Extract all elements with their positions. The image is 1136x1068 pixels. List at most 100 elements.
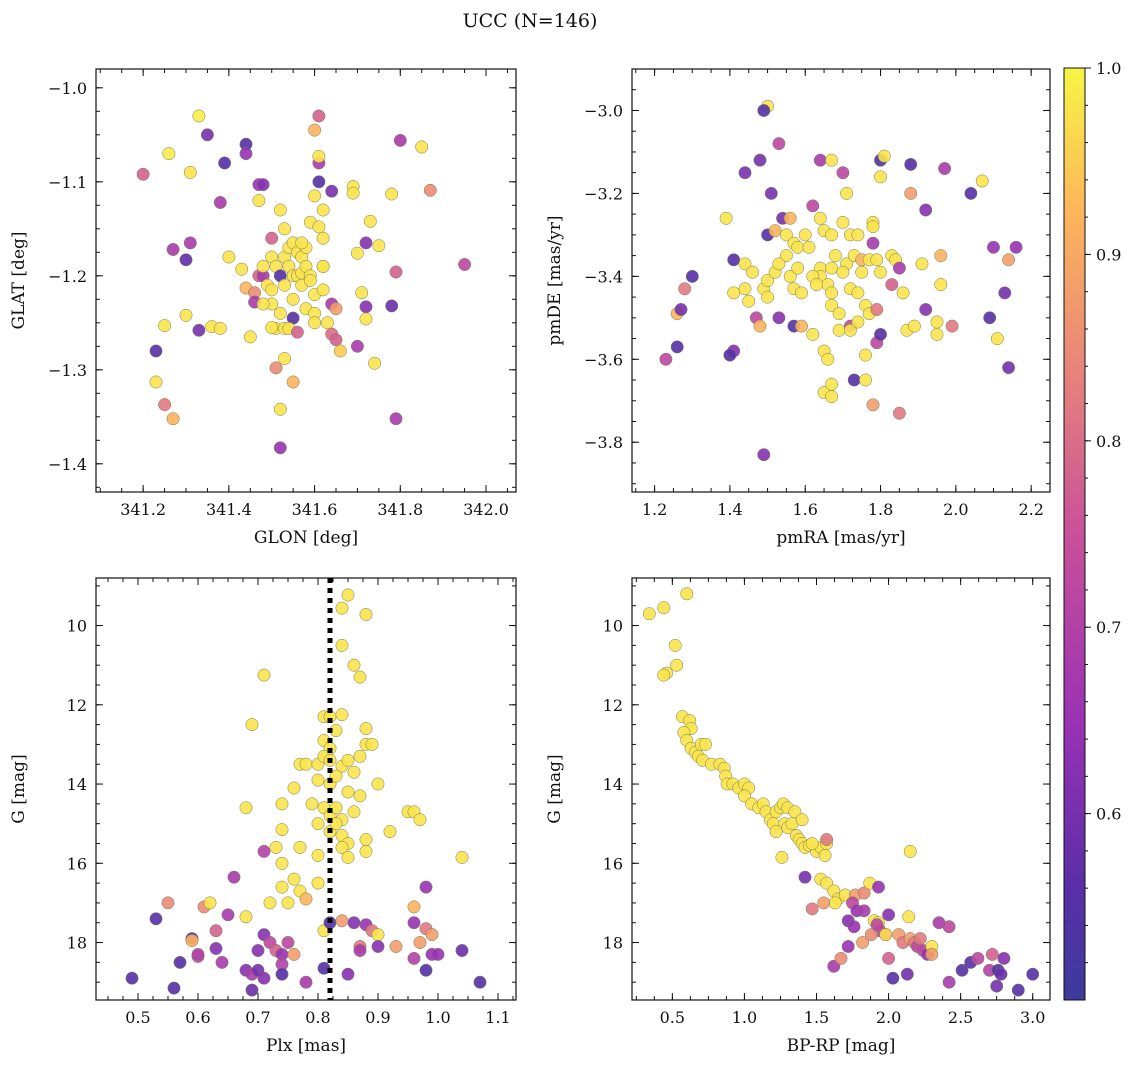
scatter-point [834,951,848,965]
x-tick-label: 1.8 [868,500,893,519]
x-tick-label: 1.0 [732,1008,757,1027]
scatter-point [213,196,227,209]
scatter-point [783,211,797,225]
scatter-point [900,967,914,981]
scatter-point [316,283,330,297]
scatter-point [359,722,373,736]
scatter-point [333,344,347,358]
scatter-point [413,936,427,949]
x-tick-label: 1.4 [717,500,742,519]
scatter-point [813,211,827,225]
scatter-point [209,942,223,955]
scatter-point [329,302,343,316]
scatter-point [870,918,884,932]
colorbar: 0.6 0.7 0.8 0.9 1.0 [1063,59,1121,1001]
scatter-point [942,975,956,989]
scatter-point [252,194,266,208]
scatter-point [820,833,834,846]
scatter-point [825,286,839,300]
scatter-point [761,290,775,304]
scatter-point [851,315,865,329]
scatter-point [320,316,334,330]
scatter-point [657,601,671,615]
scatter-point [779,249,793,263]
scatter-point [907,319,921,333]
scatter-point [239,801,253,815]
scatter-point [791,240,805,254]
scatter-point [415,140,429,154]
scatter-point [742,294,756,308]
scatter-point [866,220,880,234]
scatter-point [149,912,163,926]
y-tick-label: −3.8 [584,433,623,452]
scatter-point [1002,361,1016,375]
scatter-point [200,128,214,142]
scatter-point [273,203,287,217]
scatter-point [431,947,445,961]
scatter-point [218,156,232,170]
scatter-point [311,773,325,787]
scatter-point [825,228,839,242]
scatter-point [821,352,835,366]
scatter-point [413,813,427,827]
x-tick-label: 1.0 [425,1008,450,1027]
scatter-point [997,951,1011,965]
scatter-point [136,167,150,181]
scatter-point [312,220,326,234]
scatter-point [859,373,872,387]
y-tick-label: −3.6 [584,350,623,369]
colorbar-gradient [1063,67,1086,1001]
scatter-point [185,934,199,948]
x-tick-label: 1.6 [792,500,817,519]
scatter-point [341,967,355,981]
scatter-point [772,257,786,271]
scatter-point [473,975,487,989]
scatter-point [836,166,850,180]
y-tick-label: −1.3 [48,361,87,380]
y-tick-label: −1.4 [48,455,87,474]
x-tick-label: 2.2 [1018,500,1043,519]
x-tick-label: 1.1 [485,1008,510,1027]
scatter-point [286,375,300,389]
scatter-point [896,286,910,300]
scatter-points [659,99,1023,462]
scatter-point [203,896,217,910]
scatter-point [764,186,778,200]
scatter-point [772,137,786,151]
scatter-point [355,286,369,300]
scatter-point [329,769,343,783]
scatter-point [818,848,832,862]
scatter-point [311,817,325,831]
scatter-point [350,246,364,260]
x-tick-label: 3.0 [1020,1008,1045,1027]
scatter-points [125,588,487,997]
scatter-point [971,951,985,965]
scatter-point [930,315,944,329]
scatter-point [930,327,944,341]
scatter-point [817,896,831,910]
x-tick-label: 341.4 [206,500,252,519]
x-tick-label: 0.5 [660,1008,685,1027]
scatter-point [879,928,893,942]
scatter-point [753,319,767,333]
scatter-point [209,924,223,938]
scatter-point [350,339,364,353]
scatter-point [161,896,175,910]
scatter-point [882,908,896,922]
scatter-point [335,840,349,854]
x-axis-label: GLON [deg] [254,528,358,548]
scatter-point [149,344,163,358]
scatter-point [983,311,997,325]
x-axis-label: Plx [mas] [266,1036,346,1056]
y-tick-label: −1.1 [48,173,87,192]
scatter-point [257,971,271,985]
scatter-point [256,297,270,311]
scatter-point [278,352,292,365]
scatter-points [136,109,472,455]
scatter-point [273,306,287,320]
scatter-point [389,412,403,426]
scatter-point [795,813,809,827]
scatter-point [295,236,309,250]
scatter-point [934,249,948,263]
scatter-point [870,303,884,316]
